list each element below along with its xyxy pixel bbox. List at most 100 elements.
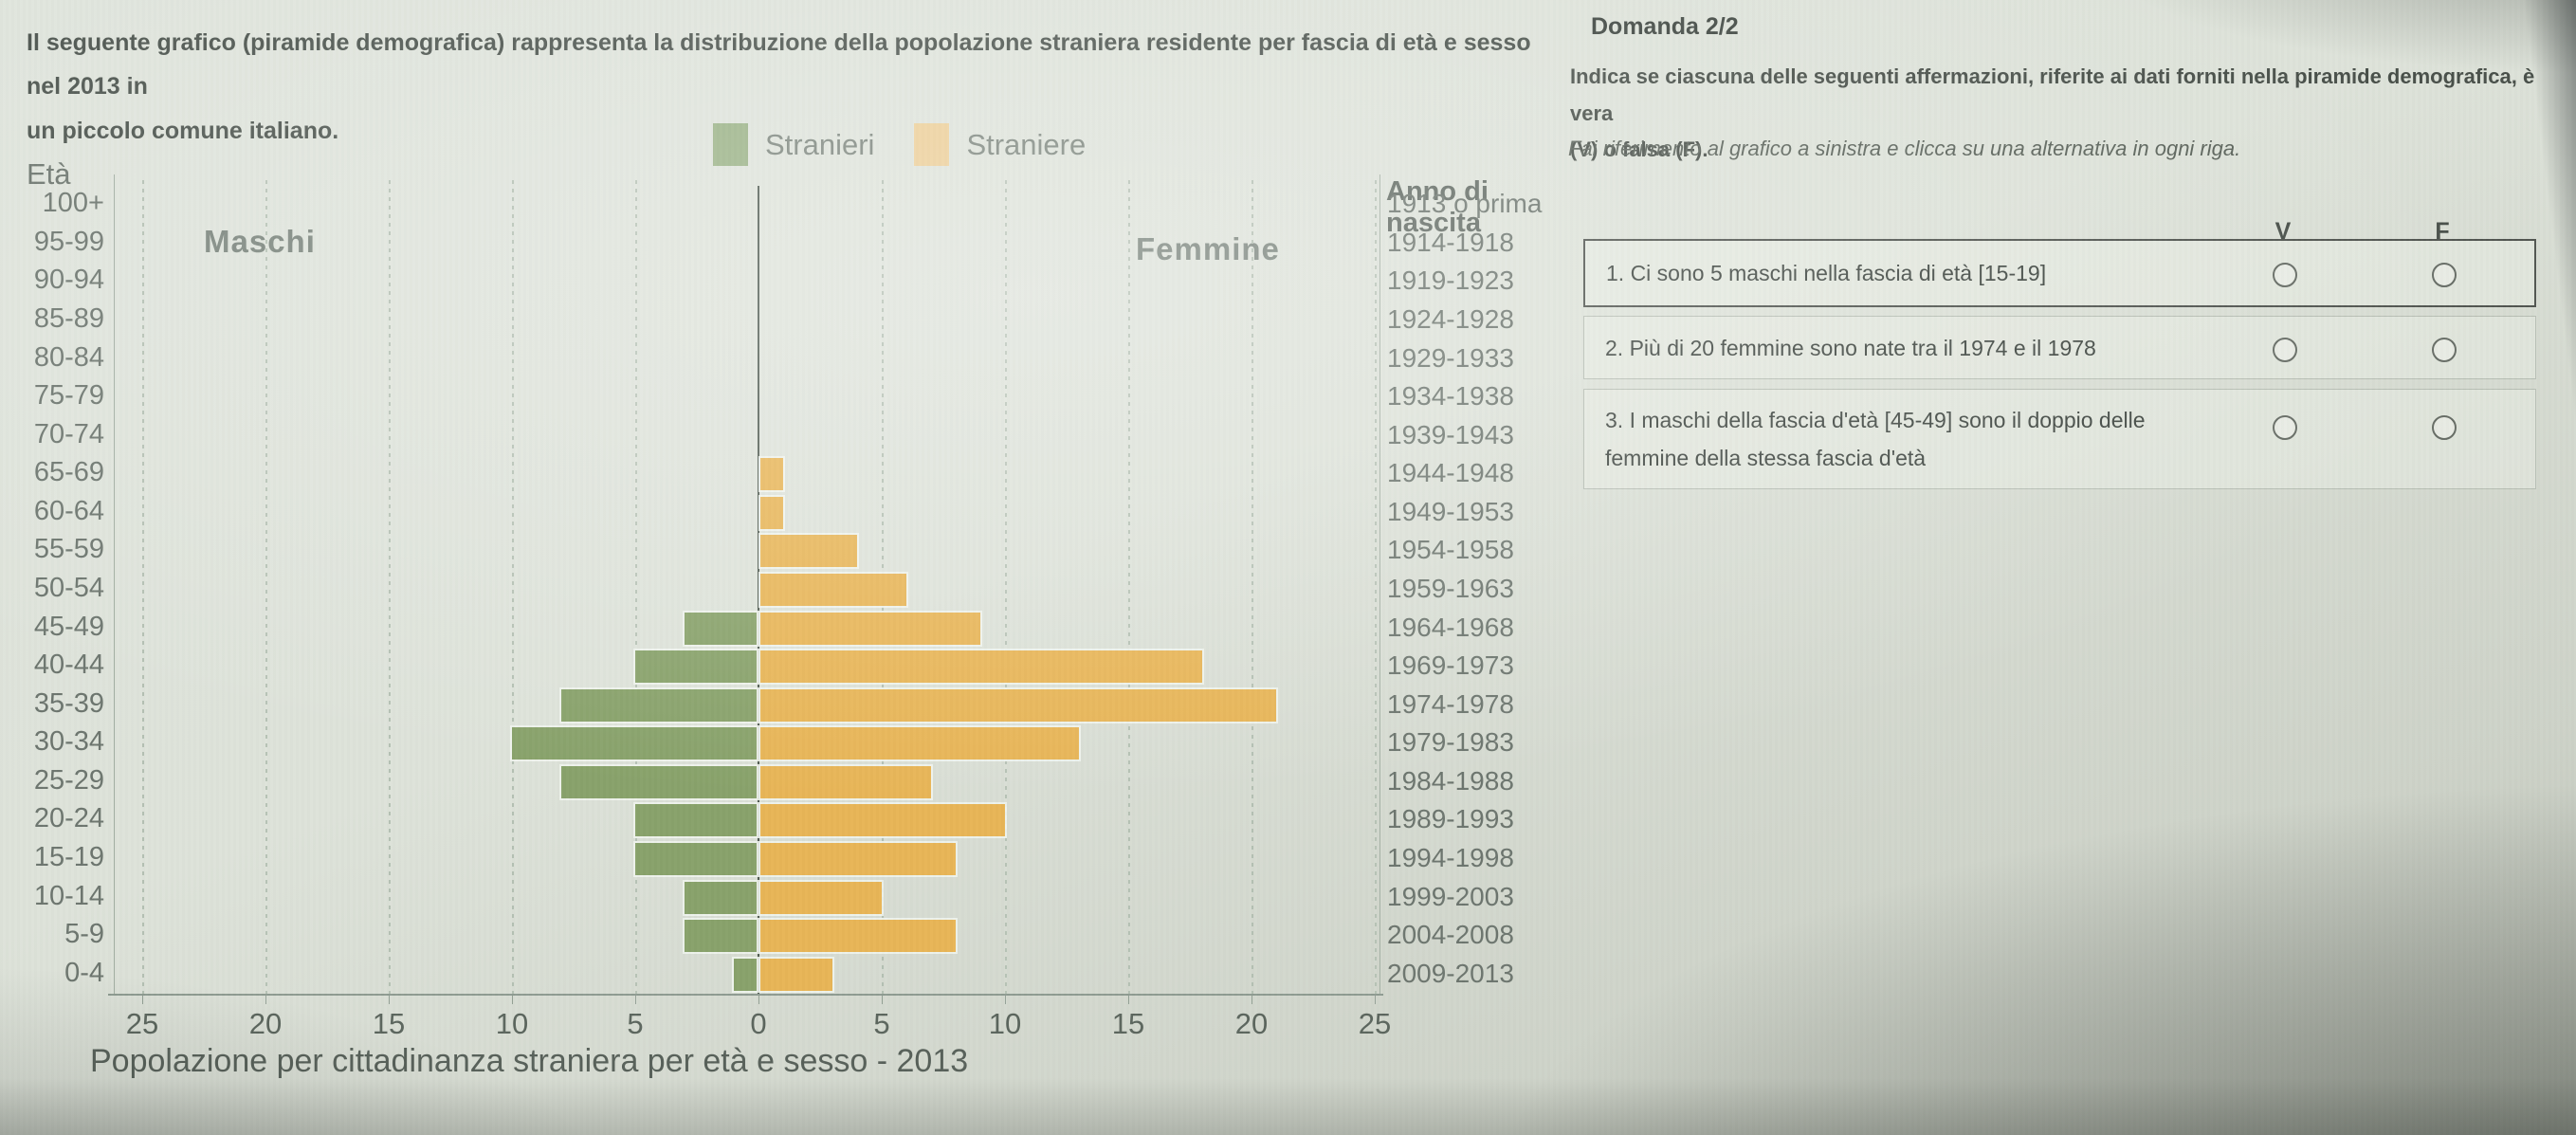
x-tick-label: 25	[1358, 1007, 1392, 1040]
plot-right-border	[1379, 174, 1380, 994]
gridline-10	[1005, 180, 1007, 994]
birth-year-label: 1984-1988	[1387, 765, 1514, 796]
q2-f-radio[interactable]	[2432, 338, 2457, 362]
gridline-20	[265, 180, 267, 994]
age-group-label: 55-59	[33, 534, 104, 565]
x-axis-tick	[142, 996, 143, 1004]
age-group-label: 5-9	[64, 919, 104, 950]
population-pyramid-plot: 100+ 95-99 90-94 85-89 80-84 75-79 70-74 65-69 6…	[33, 174, 1543, 1040]
age-group-label: 35-39	[33, 687, 104, 719]
q3-f-radio[interactable]	[2432, 415, 2457, 440]
male-bar-0-4	[734, 958, 757, 991]
chart-pane: Il seguente grafico (piramide demografic…	[27, 29, 1543, 1079]
questions-table: 1. Ci sono 5 maschi nella fascia di età …	[1564, 0, 2576, 1135]
age-group-label: 40-44	[33, 650, 104, 681]
age-group-label: 100+	[42, 188, 104, 219]
gridline-25	[1375, 180, 1377, 994]
birth-year-label: 1924-1928	[1387, 304, 1514, 334]
male-bar-40-44	[635, 650, 757, 684]
age-group-label: 10-14	[33, 880, 104, 911]
birth-year-label: 1999-2003	[1387, 881, 1514, 911]
male-bar-35-39	[561, 688, 757, 722]
age-group-label: 80-84	[33, 341, 104, 373]
x-axis-tick	[389, 996, 390, 1004]
gridline-10	[512, 180, 514, 994]
question-row-2: 2. Più di 20 femmine sono nate tra il 19…	[1583, 316, 2536, 379]
question-row-3: 3. I maschi della fascia d'età [45-49] s…	[1583, 389, 2536, 489]
female-bar-25-29	[760, 765, 931, 798]
age-group-label: 20-24	[33, 803, 104, 834]
x-tick-label: 10	[988, 1007, 1022, 1040]
x-axis-tick	[512, 996, 513, 1004]
age-group-label: 30-34	[33, 726, 104, 758]
birth-year-label: 1979-1983	[1387, 727, 1514, 758]
age-group-label: 60-64	[33, 495, 104, 526]
x-axis-tick	[758, 996, 759, 1004]
birth-year-label: 1913 o prima	[1387, 189, 1543, 219]
female-bar-65-69	[760, 458, 783, 491]
male-bar-10-14	[685, 881, 757, 914]
x-axis-tick	[635, 996, 636, 1004]
question-text-2: 2. Più di 20 femmine sono nate tra il 19…	[1605, 335, 2096, 360]
q1-v-radio[interactable]	[2273, 263, 2297, 287]
x-axis-tick	[265, 996, 266, 1004]
female-bar-45-49	[760, 612, 980, 645]
female-bar-20-24	[760, 804, 1005, 837]
female-bar-0-4	[760, 958, 832, 991]
birth-year-label: 1949-1953	[1387, 496, 1514, 526]
birth-year-label: 1994-1998	[1387, 843, 1514, 872]
female-bar-60-64	[760, 496, 783, 529]
age-group-label: 50-54	[33, 573, 104, 603]
female-bar-15-19	[760, 843, 956, 875]
x-axis-tick	[1005, 996, 1006, 1004]
female-bar-35-39	[760, 688, 1276, 722]
age-group-label: 25-29	[33, 764, 104, 796]
age-group-label: 85-89	[33, 303, 104, 334]
chart-title: Popolazione per cittadinanza straniera p…	[90, 1043, 969, 1079]
gridline-15	[389, 180, 391, 994]
birth-year-label: 1964-1968	[1387, 612, 1514, 642]
female-bar-10-14	[760, 881, 882, 914]
x-axis-tick	[1251, 996, 1252, 1004]
age-group-label: 90-94	[33, 265, 104, 296]
zero-axis-line	[758, 186, 759, 994]
female-bar-30-34	[760, 727, 1079, 760]
age-group-label: 70-74	[33, 418, 104, 449]
birth-year-label: 1959-1963	[1387, 574, 1514, 603]
male-bar-15-19	[635, 843, 757, 875]
x-tick-label: 15	[372, 1007, 406, 1040]
x-axis-line	[108, 994, 1383, 996]
x-axis-tick	[1375, 996, 1376, 1004]
age-group-label: 65-69	[33, 457, 104, 488]
female-bar-50-54	[760, 574, 906, 606]
gridline-20	[1251, 180, 1253, 994]
q3-v-radio[interactable]	[2273, 415, 2297, 440]
y-axis-left-border	[114, 174, 115, 994]
gridline-25	[142, 180, 144, 994]
female-bar-5-9	[760, 920, 956, 953]
x-tick-label: 10	[495, 1007, 529, 1040]
birth-year-label: 1914-1918	[1387, 227, 1514, 257]
question-text-1: 1. Ci sono 5 maschi nella fascia di età …	[1606, 261, 2047, 285]
question-pane: Domanda 2/2 Indica se ciascuna delle seg…	[1564, 0, 2576, 1135]
q2-v-radio[interactable]	[2273, 338, 2297, 362]
x-tick-label: 25	[125, 1007, 159, 1040]
female-bar-40-44	[760, 650, 1202, 684]
q1-f-radio[interactable]	[2432, 263, 2457, 287]
age-group-label: 75-79	[33, 380, 104, 412]
birth-year-label: 1969-1973	[1387, 650, 1514, 681]
birth-year-label: 1939-1943	[1387, 419, 1514, 449]
x-tick-label: 0	[750, 1007, 767, 1040]
male-bar-30-34	[512, 727, 757, 760]
birth-year-label: 1934-1938	[1387, 381, 1514, 412]
birth-year-label: 1974-1978	[1387, 688, 1514, 719]
birth-year-label: 1944-1948	[1387, 458, 1514, 488]
age-group-label: 0-4	[64, 957, 104, 988]
x-tick-label: 20	[1234, 1007, 1269, 1040]
x-tick-label: 20	[248, 1007, 283, 1040]
question-text-3: 3. I maschi della fascia d'età [45-49] s…	[1605, 408, 2146, 470]
male-bar-5-9	[685, 920, 757, 953]
age-group-label: 95-99	[33, 226, 104, 257]
birth-year-label: 2009-2013	[1387, 958, 1514, 988]
